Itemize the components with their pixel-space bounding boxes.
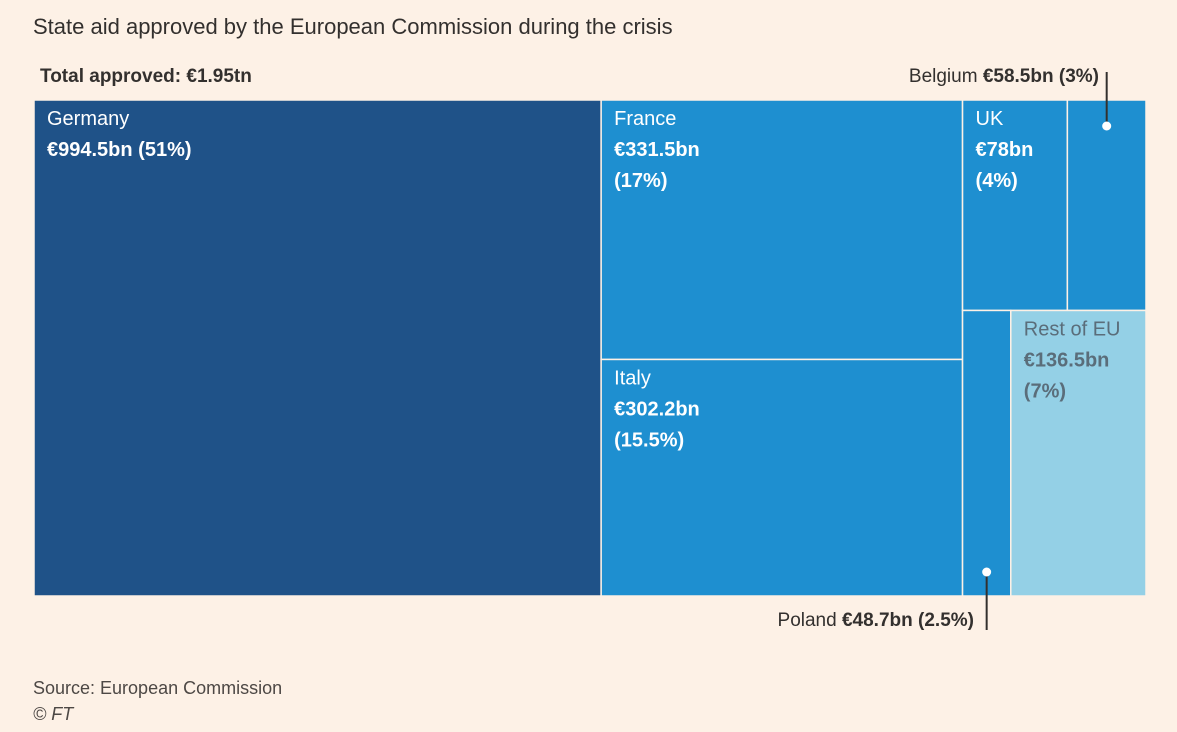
rest-of-eu-name-label: Rest of EU (1024, 318, 1121, 340)
germany-name-label: Germany (47, 108, 129, 130)
belgium-rect (1066, 99, 1147, 312)
copyright-note: © FT (33, 704, 74, 724)
france-rect (600, 99, 964, 361)
belgium-leader-dot (1102, 121, 1112, 131)
total-value: €1.95tn (186, 66, 252, 87)
germany-rect (33, 99, 602, 597)
belgium-ann-name: Belgium (908, 66, 978, 87)
uk-rect (961, 99, 1069, 312)
germany-value-label: €994.5bn (51%) (47, 139, 192, 161)
rest-of-eu-rect (1010, 309, 1147, 597)
total-approved: Total approved: €1.95tn (40, 66, 252, 88)
italy-value-label: €302.2bn (614, 398, 700, 420)
poland-leader-dot (982, 567, 992, 577)
italy-name-label: Italy (614, 367, 651, 389)
chart-title: State aid approved by the European Commi… (33, 14, 673, 39)
belgium-annotation: Belgium €58.5bn (3%) (909, 66, 1099, 88)
france-value-label: €331.5bn (614, 139, 700, 161)
poland-ann-value: €48.7bn (841, 610, 913, 631)
poland-ann-name: Poland (777, 610, 837, 631)
uk-name-label: UK (976, 108, 1004, 130)
poland-annotation: Poland €48.7bn (2.5%) (778, 610, 974, 632)
italy-rect (600, 358, 964, 597)
total-label: Total approved: (40, 66, 182, 87)
belgium-ann-value: €58.5bn (982, 66, 1054, 87)
france-name-label: France (614, 108, 676, 130)
france-share-label: (17%) (614, 170, 667, 192)
poland-rect (961, 309, 1012, 597)
rest-of-eu-value-label: €136.5bn (1024, 349, 1110, 371)
italy-share-label: (15.5%) (614, 429, 684, 451)
uk-value-label: €78bn (976, 139, 1034, 161)
rest-of-eu-share-label: (7%) (1024, 380, 1066, 402)
source-note: Source: European Commission (33, 678, 283, 698)
belgium-ann-share: (3%) (1058, 66, 1099, 87)
poland-ann-share: (2.5%) (918, 610, 974, 631)
uk-share-label: (4%) (976, 170, 1018, 192)
treemap: Germany €994.5bn (51%) France €331.5bn (17%)… (33, 72, 1147, 630)
